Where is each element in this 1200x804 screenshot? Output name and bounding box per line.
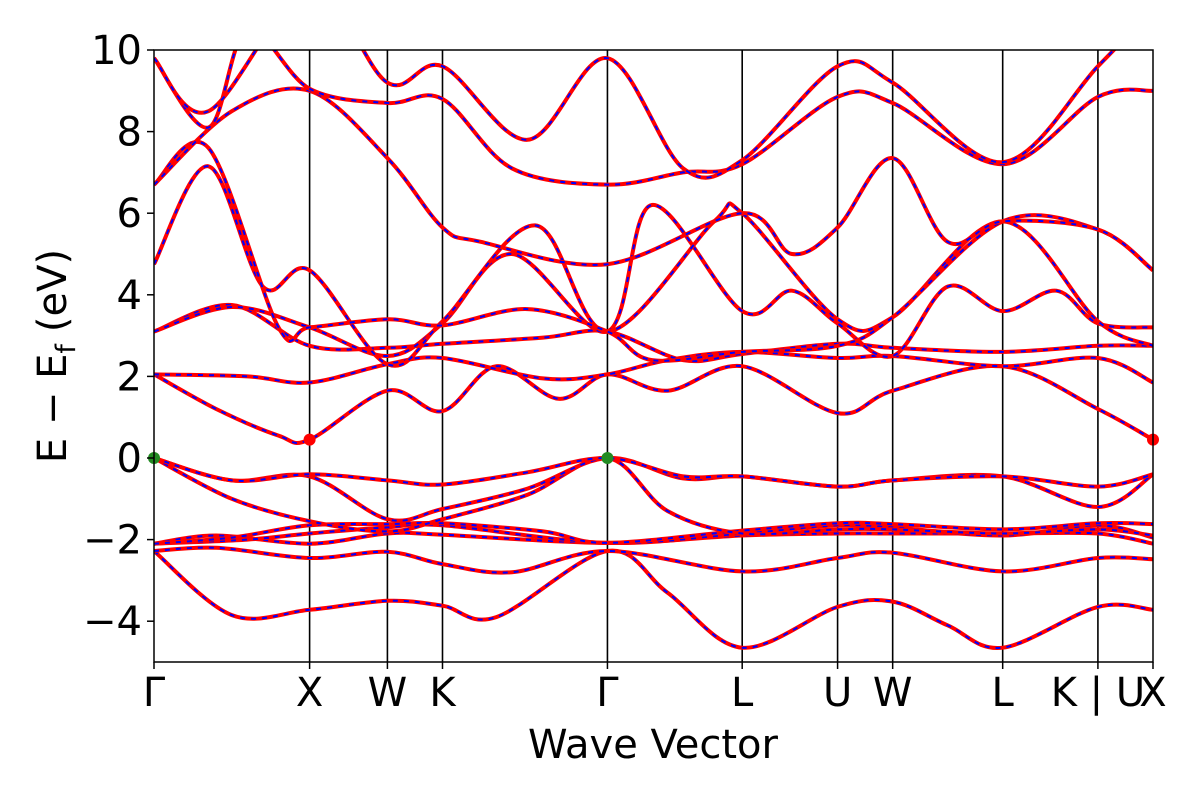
y-tick-label: −2 [83,518,142,564]
band-overlay-line [154,521,1153,545]
x-tick-label: Γ [596,670,619,716]
x-tick-label: L [731,670,754,716]
y-tick-label: −4 [83,599,142,645]
y-axis-label-subscript: f [51,343,82,354]
band-overlay-line [154,350,1153,384]
x-tick-label: X [1139,670,1166,716]
plot-frame [153,49,1154,663]
y-tick-label: 0 [117,436,142,482]
band-edge-marker [601,452,614,464]
x-tick-label: U [823,670,852,716]
band-lines [154,50,1153,651]
x-tick-label: L [992,670,1015,716]
band-overlay-line [154,456,1153,537]
x-tick-label: K | U [1051,670,1145,716]
y-tick-label: 8 [117,110,142,156]
x-tick-label: K [429,670,457,716]
band-edge-marker [303,433,316,446]
band-overlay-line [154,50,1116,179]
band-overlay-line [154,87,1153,272]
band-overlay-line [154,456,1153,488]
y-tick-label: 6 [117,191,142,237]
x-tick-label: W [873,670,913,716]
y-axis-label-main: E − E [30,354,76,464]
y-tick-label: 10 [91,28,142,74]
band-overlay-line [154,546,1153,574]
band-line [154,302,1153,364]
x-tick-label: X [296,670,323,716]
band-overlay-line [154,549,1153,650]
y-axis-ticks: −4 −2 0 2 4 6 8 10 [83,28,154,645]
y-axis-label: E − Ef (eV) [30,249,82,463]
band-edge-markers [148,433,1159,464]
band-overlay-line [154,204,1153,358]
band-overlay-line [154,140,1153,362]
x-tick-label: Γ [143,670,166,716]
y-tick-label: 4 [117,273,142,319]
x-axis-label: Wave Vector [528,722,779,768]
y-tick-label: 2 [117,354,142,400]
band-overlay-line [154,50,1153,186]
y-axis-label-unit: (eV) [30,249,76,332]
x-tick-label: W [368,670,408,716]
